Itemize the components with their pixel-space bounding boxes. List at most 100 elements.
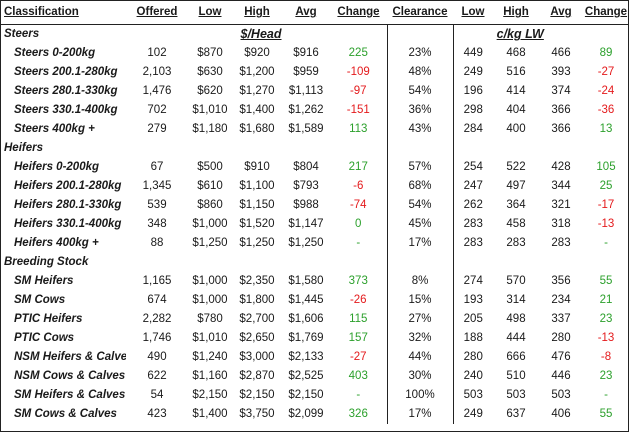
cell-avg2: 503 — [551, 389, 571, 401]
cell-low2: 283 — [463, 218, 483, 230]
cell-high2: 570 — [506, 275, 526, 287]
cell-low2: 240 — [463, 370, 483, 382]
empty-cell — [583, 24, 629, 44]
cell-high: $1,680 — [239, 123, 275, 135]
cell-change2: 55 — [599, 408, 613, 420]
cell-clearance: 54% — [387, 82, 454, 101]
empty-cell — [126, 24, 188, 44]
cell-low2: 280 — [463, 351, 483, 363]
row-label: Heifers 280.1-330kg — [14, 199, 122, 211]
cell-high2: 503 — [506, 389, 526, 401]
table-row: Heifers 0-200kg 67 $500 $910 $804 217 57% 254 52… — [0, 158, 629, 177]
cell-clearance: 17% — [387, 405, 454, 424]
cell-change2: 25 — [599, 180, 613, 192]
cell-high2: 468 — [506, 47, 526, 59]
cell-avg2: 318 — [551, 218, 571, 230]
cell-low2: 188 — [463, 332, 483, 344]
cell-low2: 298 — [463, 104, 483, 116]
cell-low2: 254 — [463, 161, 483, 173]
table-row: SM Heifers 1,165 $1,000 $2,350 $1,580 373 8% 27… — [0, 272, 629, 291]
cell-high: $1,150 — [239, 199, 275, 211]
cell-clearance: 45% — [387, 215, 454, 234]
cell-clearance: 36% — [387, 101, 454, 120]
cell-avg: $2,150 — [288, 389, 324, 401]
cell-low2: 249 — [463, 408, 483, 420]
cell-offered: 88 — [150, 237, 164, 249]
cell-clearance: 54% — [387, 196, 454, 215]
header-avg: Avg — [295, 6, 317, 18]
cell-avg2: 466 — [551, 47, 571, 59]
cell-clearance: 68% — [387, 177, 454, 196]
row-label: Steers 400kg + — [14, 123, 95, 135]
table-row: Heifers 330.1-400kg 348 $1,000 $1,520 $1,147… — [0, 215, 629, 234]
cell-change: 115 — [330, 310, 388, 329]
cell-change2: 89 — [599, 47, 613, 59]
cell-change: 157 — [330, 329, 388, 348]
cell-avg2: 280 — [551, 332, 571, 344]
cell-low: $870 — [197, 47, 223, 59]
cell-change: -109 — [330, 63, 388, 82]
cell-low: $1,240 — [192, 351, 228, 363]
cell-low: $1,000 — [192, 275, 228, 287]
header-clearance: Clearance — [392, 6, 448, 18]
cell-change2: 55 — [599, 275, 613, 287]
cell-high2: 364 — [506, 199, 526, 211]
cell-change: 373 — [330, 272, 388, 291]
empty-cell — [330, 24, 388, 44]
cell-change: -151 — [330, 101, 388, 120]
cell-high2: 283 — [506, 237, 526, 249]
table-row: PTIC Cows 1,746 $1,010 $2,650 $1,769 157 32% 18… — [0, 329, 629, 348]
cell-high2: 497 — [506, 180, 526, 192]
cell-avg: $1,580 — [288, 275, 324, 287]
cell-high: $1,400 — [239, 104, 275, 116]
table-row: Heifers 400kg +88 $1,250 $1,250 $1,250-17% 2… — [0, 234, 629, 253]
cell-avg: $1,606 — [288, 313, 324, 325]
cell-avg: $1,589 — [288, 123, 324, 135]
cell-avg2: 446 — [551, 370, 571, 382]
cell-low2: 284 — [463, 123, 483, 135]
cell-change: - — [330, 234, 388, 253]
cell-change2: -8 — [600, 351, 612, 363]
section-label: Steers — [0, 24, 126, 44]
row-label: SM Heifers — [14, 275, 74, 287]
row-label: Heifers 330.1-400kg — [14, 218, 122, 230]
cell-offered: 1,165 — [142, 275, 172, 287]
cell-high2: 510 — [506, 370, 526, 382]
cell-high: $3,000 — [239, 351, 275, 363]
cell-low2: 196 — [463, 85, 483, 97]
cell-low: $630 — [197, 66, 223, 78]
section-label: Heifers — [4, 142, 43, 154]
cell-avg: $1,113 — [288, 85, 324, 97]
cell-low: $1,010 — [192, 332, 228, 344]
row-label: Steers 200.1-280kg — [14, 66, 118, 78]
cell-clearance: 44% — [387, 348, 454, 367]
cell-low2: 249 — [463, 66, 483, 78]
section-row: Steers $/Head c/kg LW — [0, 24, 629, 44]
cell-offered: 2,103 — [142, 66, 172, 78]
cell-low: $780 — [197, 313, 223, 325]
cell-change2: 23 — [599, 313, 613, 325]
row-label: Heifers 400kg + — [14, 237, 99, 249]
header-classification: Classification — [4, 6, 79, 18]
table-row: Steers 0-200kg 102 $870 $920 $916 225 23% 449 46… — [0, 44, 629, 63]
table-row: PTIC Heifers 2,282 $780 $2,700 $1,606 115 27% 2… — [0, 310, 629, 329]
cell-low: $860 — [197, 199, 223, 211]
unit-lw: c/kg LW — [453, 24, 583, 44]
table-row: Heifers 200.1-280kg 1,345 $610 $1,100 $793 -6… — [0, 177, 629, 196]
cell-low2: 274 — [463, 275, 483, 287]
cell-avg2: 337 — [551, 313, 571, 325]
section-row: Breeding Stock — [0, 253, 629, 272]
cell-change2: -24 — [597, 85, 615, 97]
cell-high: $1,250 — [239, 237, 275, 249]
section-row: Heifers — [0, 139, 629, 158]
cell-clearance: 17% — [387, 234, 454, 253]
cell-offered: 279 — [147, 123, 167, 135]
section-label: Breeding Stock — [4, 256, 89, 268]
cell-avg: $988 — [293, 199, 319, 211]
table-row: SM Heifers & Calves 54 $2,150 $2,150 $2,150-… — [0, 386, 629, 405]
cell-change2: -27 — [597, 66, 615, 78]
table-row: Steers 330.1-400kg 702 $1,010 $1,400 $1,262-… — [0, 101, 629, 120]
cell-low2: 262 — [463, 199, 483, 211]
header-low-lw: Low — [461, 6, 485, 18]
cell-avg2: 366 — [551, 123, 571, 135]
